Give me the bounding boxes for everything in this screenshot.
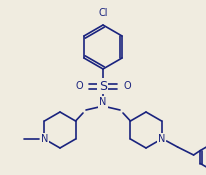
Text: S: S [99, 79, 107, 93]
Text: O: O [123, 81, 131, 91]
Text: N: N [99, 97, 107, 107]
Text: Cl: Cl [98, 8, 108, 18]
Text: N: N [41, 134, 48, 144]
Text: O: O [75, 81, 83, 91]
Text: N: N [158, 134, 165, 144]
